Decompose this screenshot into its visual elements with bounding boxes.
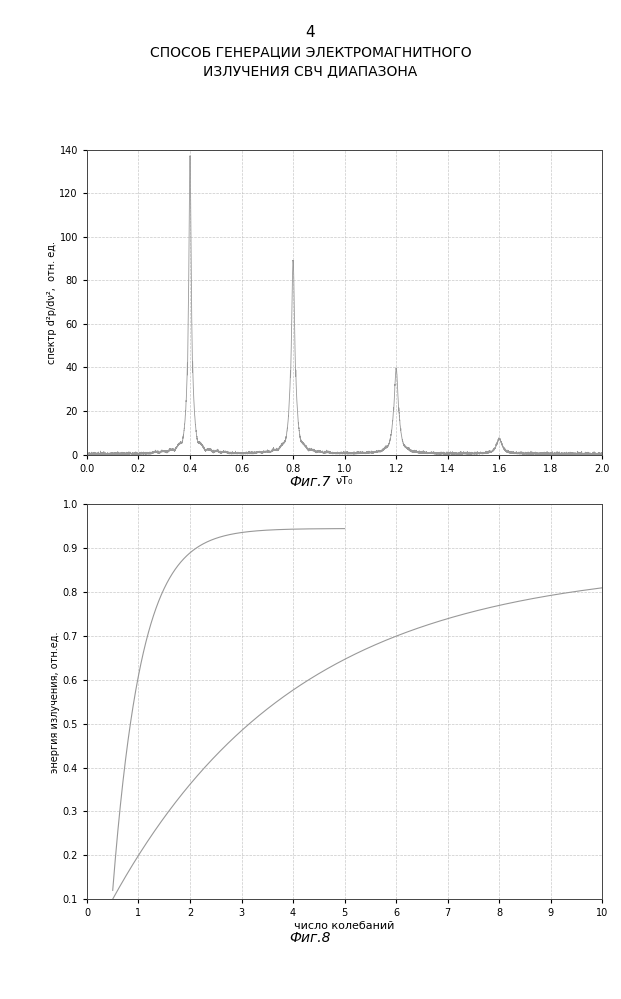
Text: Фиг.7: Фиг.7 xyxy=(290,475,331,489)
Y-axis label: спектр d²p/dν²,  отн. ед.: спектр d²p/dν², отн. ед. xyxy=(47,241,57,364)
Y-axis label: энергия излучения, отн.ед.: энергия излучения, отн.ед. xyxy=(50,631,60,772)
Text: 4: 4 xyxy=(306,25,315,40)
Text: Фиг.8: Фиг.8 xyxy=(290,931,331,945)
X-axis label: νT₀: νT₀ xyxy=(336,477,353,487)
Text: СПОСОБ ГЕНЕРАЦИИ ЭЛЕКТРОМАГНИТНОГО
ИЗЛУЧЕНИЯ СВЧ ДИАПАЗОНА: СПОСОБ ГЕНЕРАЦИИ ЭЛЕКТРОМАГНИТНОГО ИЗЛУЧ… xyxy=(150,45,471,79)
X-axis label: число колебаний: число колебаний xyxy=(294,921,395,931)
